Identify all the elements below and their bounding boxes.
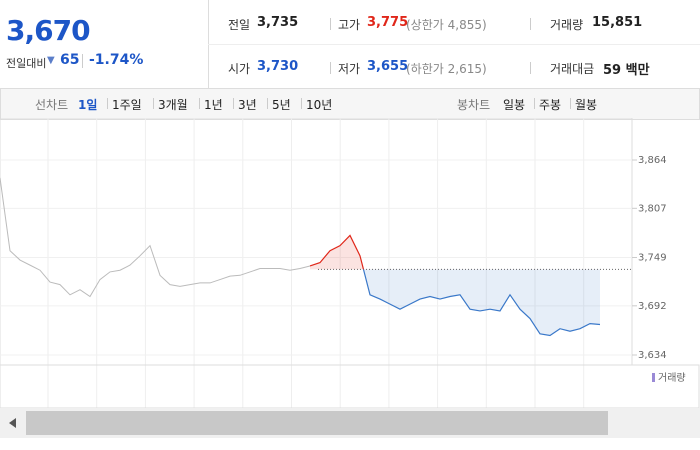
- tab[interactable]: 5년: [272, 98, 291, 112]
- tab[interactable]: 1일: [78, 98, 98, 112]
- stat-label: 거래대금: [550, 62, 595, 76]
- area-up: [310, 235, 364, 270]
- row-divider: [208, 44, 700, 45]
- volume-legend-swatch: [652, 373, 655, 382]
- y-tick-label: 3,864: [638, 155, 667, 166]
- stat-value: 3,775: [367, 15, 409, 30]
- y-tick-label: 3,634: [638, 350, 667, 361]
- tab[interactable]: 월봉: [575, 98, 598, 112]
- y-tick-label: 3,807: [638, 203, 667, 214]
- stat-note: (상한가 4,855): [406, 18, 487, 32]
- tab[interactable]: 일봉: [503, 98, 526, 112]
- divider: [153, 98, 154, 109]
- volume-label: 거래량: [658, 372, 686, 384]
- volume-frame: [0, 364, 700, 409]
- line-down: [362, 269, 601, 337]
- tab-group-label: 선차트: [35, 98, 69, 112]
- price-panel: 3,670 전일대비 ▼ 65 -1.74%: [0, 0, 209, 88]
- divider: [301, 98, 302, 109]
- divider: [530, 62, 531, 74]
- divider: [530, 18, 531, 30]
- tab[interactable]: 3년: [238, 98, 257, 112]
- stat-note: (하한가 2,615): [406, 62, 487, 76]
- tab[interactable]: 10년: [306, 98, 333, 112]
- stat-label: 고가: [338, 18, 361, 32]
- divider: [330, 18, 331, 30]
- chart: 3,634 3,692 3,749 3,807 3,864 거래량: [0, 118, 700, 438]
- tab[interactable]: 주봉: [539, 98, 562, 112]
- divider: [82, 54, 83, 68]
- divider: [534, 98, 535, 109]
- tab[interactable]: 1년: [204, 98, 223, 112]
- tab[interactable]: 3개월: [158, 98, 188, 112]
- area-down: [310, 269, 600, 336]
- change-label: 전일대비: [6, 57, 47, 70]
- stat-value: 3,730: [257, 59, 299, 74]
- stat-value: 15,851: [592, 15, 643, 30]
- divider: [330, 62, 331, 74]
- tab-group-label: 봉차트: [457, 98, 491, 112]
- stat-label: 전일: [228, 18, 251, 32]
- y-tick-label: 3,692: [638, 301, 667, 312]
- tab-bar: 선차트 1일 1주일 3개월 1년 3년 5년 10년 봉차트 일봉 주봉 월봉: [0, 88, 700, 120]
- price: 3,670: [6, 14, 91, 47]
- divider: [267, 98, 268, 109]
- stat-label: 거래량: [550, 18, 584, 32]
- line: [0, 177, 311, 298]
- stat-label: 저가: [338, 62, 361, 76]
- line-up: [309, 234, 365, 270]
- tab[interactable]: 1주일: [112, 98, 142, 112]
- stat-value: 3,735: [257, 15, 299, 30]
- divider: [199, 98, 200, 109]
- stat-label: 시가: [228, 62, 251, 76]
- divider: [107, 98, 108, 109]
- scroll-left-arrow: [9, 418, 16, 428]
- down-arrow: ▼: [47, 55, 55, 66]
- stat-value: 59 백만: [603, 63, 650, 78]
- change-percent: -1.74%: [89, 52, 144, 68]
- divider: [570, 98, 571, 109]
- divider: [233, 98, 234, 109]
- stat-value: 3,655: [367, 59, 409, 74]
- change: 65: [60, 52, 80, 68]
- scroll-thumb[interactable]: [26, 411, 608, 435]
- y-tick-label: 3,749: [638, 253, 667, 264]
